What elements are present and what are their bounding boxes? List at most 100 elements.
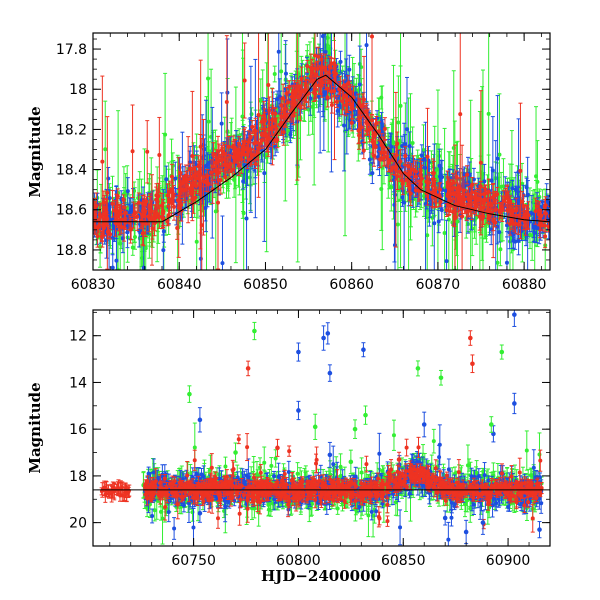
top-point-red	[381, 145, 386, 150]
top-point-blue	[220, 261, 225, 266]
top-point-blue	[532, 230, 537, 235]
top-point-blue	[114, 258, 119, 263]
top-point-green	[122, 274, 126, 278]
top-point-blue	[504, 260, 509, 265]
top-point-blue	[107, 195, 112, 200]
top-point-green	[194, 239, 199, 244]
top-point-green	[258, 98, 263, 103]
top-point-green	[434, 167, 439, 172]
top-point-blue	[338, 59, 343, 64]
top-point-green	[534, 174, 539, 179]
top-point-blue	[283, 71, 288, 76]
top-point-green	[396, 120, 401, 125]
top-point-blue	[225, 90, 230, 95]
top-point-green	[241, 211, 246, 216]
top-point-blue	[342, 123, 347, 128]
top-point-blue	[161, 229, 166, 234]
top-point-blue	[513, 239, 518, 244]
top-point-blue	[437, 174, 442, 179]
top-point-blue	[444, 259, 449, 264]
top-point-blue	[125, 189, 130, 194]
top-point-blue	[436, 219, 441, 224]
top-point-green	[497, 152, 502, 157]
top-point-blue	[490, 168, 495, 173]
top-point-green	[442, 231, 447, 236]
top-point-blue	[137, 228, 142, 233]
top-point-blue	[400, 195, 405, 200]
top-point-blue	[402, 200, 407, 205]
top-point-green	[213, 209, 218, 214]
top-point-blue	[405, 127, 410, 132]
top-panel: 60830 60840 60850 60860 60870 6088017.81818.2…	[26, 32, 551, 296]
top-point-blue	[262, 171, 267, 176]
top-point-blue	[125, 230, 130, 235]
top-point-red	[242, 78, 247, 83]
top-point-green	[455, 219, 460, 224]
top-point-green	[395, 222, 400, 227]
top-point-green	[143, 246, 148, 251]
top-point-blue	[393, 192, 398, 197]
top-point-blue	[219, 121, 224, 126]
top-point-blue	[203, 206, 208, 211]
top-point-blue	[510, 186, 515, 191]
top-point-red	[319, 57, 324, 62]
top-point-green	[325, 35, 330, 40]
top-point-blue	[244, 216, 249, 221]
top-point-green	[103, 147, 108, 152]
top-point-blue	[432, 221, 437, 226]
top-point-blue	[164, 177, 169, 182]
top-point-blue	[323, 50, 328, 55]
top-point-blue	[228, 150, 233, 155]
top-point-blue	[495, 156, 500, 161]
top-point-blue	[471, 177, 476, 182]
top-point-green	[249, 112, 254, 117]
top-point-green	[206, 119, 211, 124]
top-point-blue	[439, 208, 444, 213]
top-point-blue	[497, 230, 502, 235]
top-point-blue	[391, 178, 396, 183]
top-point-green	[118, 241, 123, 246]
top-point-green	[138, 292, 142, 296]
top-point-blue	[482, 179, 487, 184]
top-point-green	[265, 33, 270, 35]
top-point-green	[410, 140, 415, 145]
top-point-blue	[161, 248, 166, 253]
top-point-green	[379, 95, 384, 100]
top-point-blue	[288, 132, 293, 137]
top-point-blue	[367, 157, 372, 162]
top-point-blue	[419, 153, 424, 158]
top-point-blue	[264, 108, 269, 113]
top-point-green	[379, 187, 384, 192]
top-point-blue	[347, 67, 352, 72]
top-point-green	[398, 103, 403, 108]
top-point-green	[498, 247, 503, 252]
top-point-blue	[407, 144, 412, 149]
top-point-green	[306, 107, 311, 112]
top-point-blue	[276, 49, 281, 54]
top-point-blue	[320, 34, 325, 39]
top-point-blue	[104, 238, 109, 243]
top-point-green	[130, 245, 135, 250]
top-point-blue	[400, 143, 405, 148]
top-point-green	[391, 140, 396, 145]
top-point-blue	[308, 87, 313, 92]
top-point-green	[272, 72, 277, 77]
top-plot-area	[93, 33, 550, 296]
top-point-green	[206, 76, 211, 81]
top-point-blue	[205, 162, 210, 167]
top-point-green	[421, 148, 426, 153]
top-point-green	[389, 185, 394, 190]
top-point-blue	[335, 108, 340, 113]
top-point-blue	[108, 217, 113, 222]
top-point-blue	[393, 243, 398, 248]
top-point-blue	[364, 43, 369, 48]
top-point-blue	[106, 176, 111, 181]
top-point-green	[279, 69, 284, 74]
top-point-green	[425, 233, 430, 238]
top-point-blue	[516, 199, 521, 204]
top-point-blue	[357, 82, 362, 87]
top-point-green	[499, 184, 504, 189]
top-point-blue	[437, 163, 442, 168]
top-point-green	[446, 217, 451, 222]
